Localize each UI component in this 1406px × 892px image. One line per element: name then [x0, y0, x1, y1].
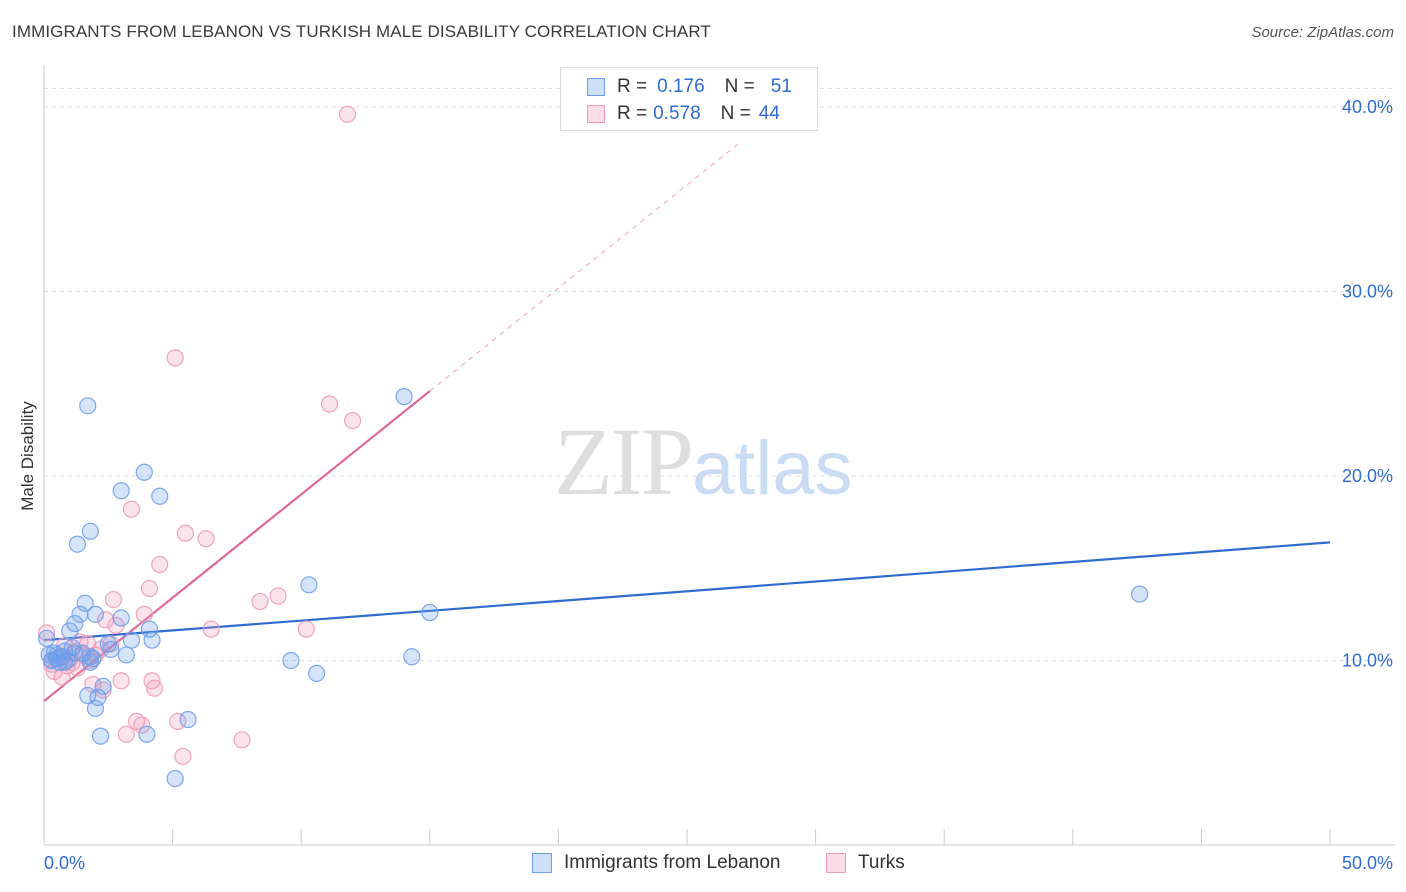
watermark-zip: ZIP: [554, 408, 694, 515]
bottom-legend-label-turks: Turks: [858, 852, 905, 873]
point-lebanon: [84, 650, 102, 668]
point-lebanon: [94, 677, 112, 695]
point-turks: [174, 747, 192, 766]
point-lebanon: [122, 631, 141, 649]
point-turks: [269, 587, 287, 605]
point-turks: [176, 524, 195, 542]
point-lebanon: [166, 769, 184, 788]
point-lebanon: [68, 535, 87, 553]
point-turks: [166, 349, 184, 367]
point-turks: [233, 731, 251, 749]
y-tick-label: 20.0%: [1342, 466, 1393, 486]
point-lebanon: [308, 664, 326, 682]
point-lebanon: [89, 688, 107, 706]
y-tick-label: 30.0%: [1342, 281, 1393, 301]
point-lebanon: [135, 463, 153, 481]
watermark-atlas: atlas: [692, 426, 853, 511]
legend-r-value: 0.176: [657, 76, 705, 97]
point-lebanon: [403, 648, 421, 666]
point-lebanon: [179, 710, 197, 729]
data-points: [37, 105, 1149, 788]
point-lebanon: [81, 522, 99, 540]
point-turks: [104, 590, 123, 609]
point-turks: [197, 530, 215, 548]
point-turks: [122, 500, 141, 518]
point-turks: [37, 624, 56, 642]
point-lebanon: [79, 397, 97, 415]
point-lebanon: [86, 699, 105, 718]
point-lebanon: [66, 614, 84, 633]
point-lebanon: [138, 725, 156, 743]
watermark: ZIPatlas: [554, 406, 853, 517]
point-turks: [117, 725, 135, 743]
point-lebanon: [112, 482, 130, 500]
bottom-legend-lebanon: Immigrants from Lebanon: [532, 852, 781, 874]
point-lebanon: [112, 609, 130, 627]
point-lebanon: [86, 605, 105, 623]
correlation-legend: R = 0.176 N = 51 R = 0.578 N = 44: [560, 67, 818, 131]
point-turks: [202, 620, 220, 638]
point-lebanon: [91, 727, 110, 745]
point-lebanon: [102, 640, 120, 659]
bottom-legend-swatch-turks: [826, 853, 846, 873]
point-turks: [133, 716, 151, 734]
legend-swatch-turks: [587, 105, 605, 123]
legend-r-label: R =: [617, 103, 648, 124]
legend-row-turks: R = 0.578 N = 44: [587, 102, 780, 126]
tick-labels: 10.0% 20.0% 30.0% 40.0% 0.0% 50.0%: [44, 97, 1393, 873]
point-lebanon: [143, 631, 161, 649]
axes: [43, 65, 1395, 846]
point-lebanon: [300, 576, 318, 594]
point-turks: [53, 668, 71, 686]
legend-n-label: N =: [724, 76, 755, 97]
y-tick-label: 40.0%: [1342, 97, 1393, 117]
point-lebanon: [140, 620, 159, 638]
legend-swatch-lebanon: [587, 78, 605, 96]
point-lebanon: [76, 594, 94, 612]
point-lebanon: [66, 644, 84, 662]
trend-lines: [43, 143, 1331, 702]
y-axis-label: Male Disability: [18, 401, 37, 511]
bottom-legend-label-lebanon: Immigrants from Lebanon: [564, 852, 781, 873]
point-lebanon: [37, 629, 56, 647]
chart-title: IMMIGRANTS FROM LEBANON VS TURKISH MALE …: [12, 22, 711, 41]
point-turks: [297, 620, 315, 638]
chart-source: Source: ZipAtlas.com: [1251, 24, 1394, 41]
legend-r-label: R =: [617, 76, 648, 97]
point-turks: [135, 605, 153, 623]
point-turks: [112, 672, 130, 690]
point-lebanon: [282, 651, 300, 670]
point-lebanon: [151, 487, 169, 505]
grid-lines: [44, 87, 1395, 661]
legend-row-lebanon: R = 0.176 N = 51: [587, 75, 792, 99]
point-lebanon: [1131, 585, 1149, 603]
trend-line-extension-turks: [429, 143, 739, 392]
legend-n-value: 44: [758, 103, 780, 124]
legend-n-label: N =: [720, 103, 751, 124]
legend-r-value: 0.578: [653, 103, 701, 124]
trend-line-lebanon: [43, 541, 1331, 642]
y-tick-label: 10.0%: [1342, 650, 1393, 670]
point-lebanon: [395, 388, 413, 406]
point-lebanon: [117, 646, 135, 664]
point-turks: [338, 105, 357, 123]
point-turks: [320, 395, 339, 413]
legend-n-value: 51: [770, 76, 792, 97]
point-turks: [151, 555, 169, 574]
point-lebanon: [421, 603, 439, 622]
point-turks: [145, 679, 164, 697]
point-turks: [344, 411, 362, 430]
point-turks: [140, 579, 159, 598]
x-tick-label: 0.0%: [44, 853, 85, 873]
point-turks: [251, 592, 269, 611]
bottom-legend-turks: Turks: [826, 852, 905, 874]
x-tick-label: 50.0%: [1342, 853, 1393, 873]
bottom-legend-swatch-lebanon: [532, 853, 552, 873]
